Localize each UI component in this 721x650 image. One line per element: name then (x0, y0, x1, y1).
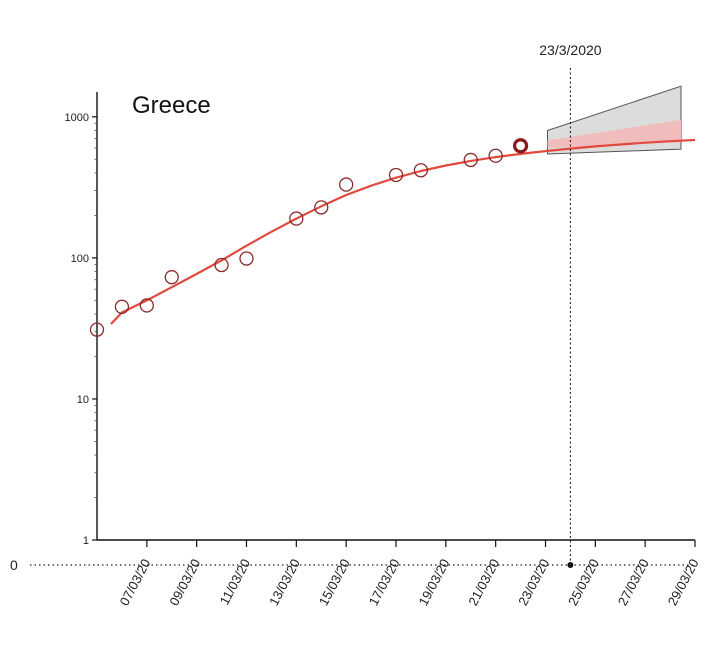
chart-title: Greece (132, 92, 211, 119)
zero-label: 0 (10, 557, 18, 573)
data-point (114, 299, 130, 314)
vertical-marker-layer: 23/3/2020 (539, 42, 602, 565)
x-tick-label: 17/03/20 (366, 556, 403, 608)
x-tick-label: 23/03/20 (515, 556, 552, 608)
x-tick-label: 19/03/20 (415, 556, 452, 608)
data-point (388, 167, 404, 183)
x-tick-label: 29/03/20 (665, 556, 702, 608)
observed-points-layer (89, 138, 529, 337)
data-point (314, 200, 329, 215)
data-point (139, 298, 154, 313)
data-point (289, 211, 304, 226)
x-tick-label: 13/03/20 (266, 556, 303, 608)
vertical-marker-label: 23/3/2020 (539, 42, 601, 58)
data-point (239, 251, 254, 266)
x-tick-label: 21/03/20 (465, 556, 502, 608)
data-point (214, 257, 229, 273)
data-point (463, 152, 478, 168)
data-point (413, 163, 429, 178)
forecast-band-layer (547, 85, 682, 155)
x-tick-label: 27/03/20 (615, 556, 652, 608)
highlight-point (512, 138, 529, 154)
y-tick-label: 10 (77, 394, 89, 406)
x-tick-label: 09/03/20 (166, 556, 203, 608)
x-tick-label: 11/03/20 (217, 556, 254, 607)
fit-curve (110, 138, 696, 325)
fit-curve-layer (110, 138, 696, 325)
axis-layer: 1 10 100 1000 07/03/20 09/03/20 11/03/20 13/03/… (10, 92, 702, 608)
y-tick-label: 100 (71, 253, 89, 265)
x-tick-label: 07/03/20 (116, 556, 153, 608)
data-point (164, 270, 179, 285)
forecast-band-inner (547, 119, 681, 149)
x-tick-label: 15/03/20 (316, 556, 353, 608)
data-point (89, 322, 105, 337)
data-point (339, 177, 354, 192)
y-tick-label: 1 (83, 535, 89, 547)
data-point (488, 148, 503, 163)
y-tick-label: 1000 (65, 112, 89, 124)
